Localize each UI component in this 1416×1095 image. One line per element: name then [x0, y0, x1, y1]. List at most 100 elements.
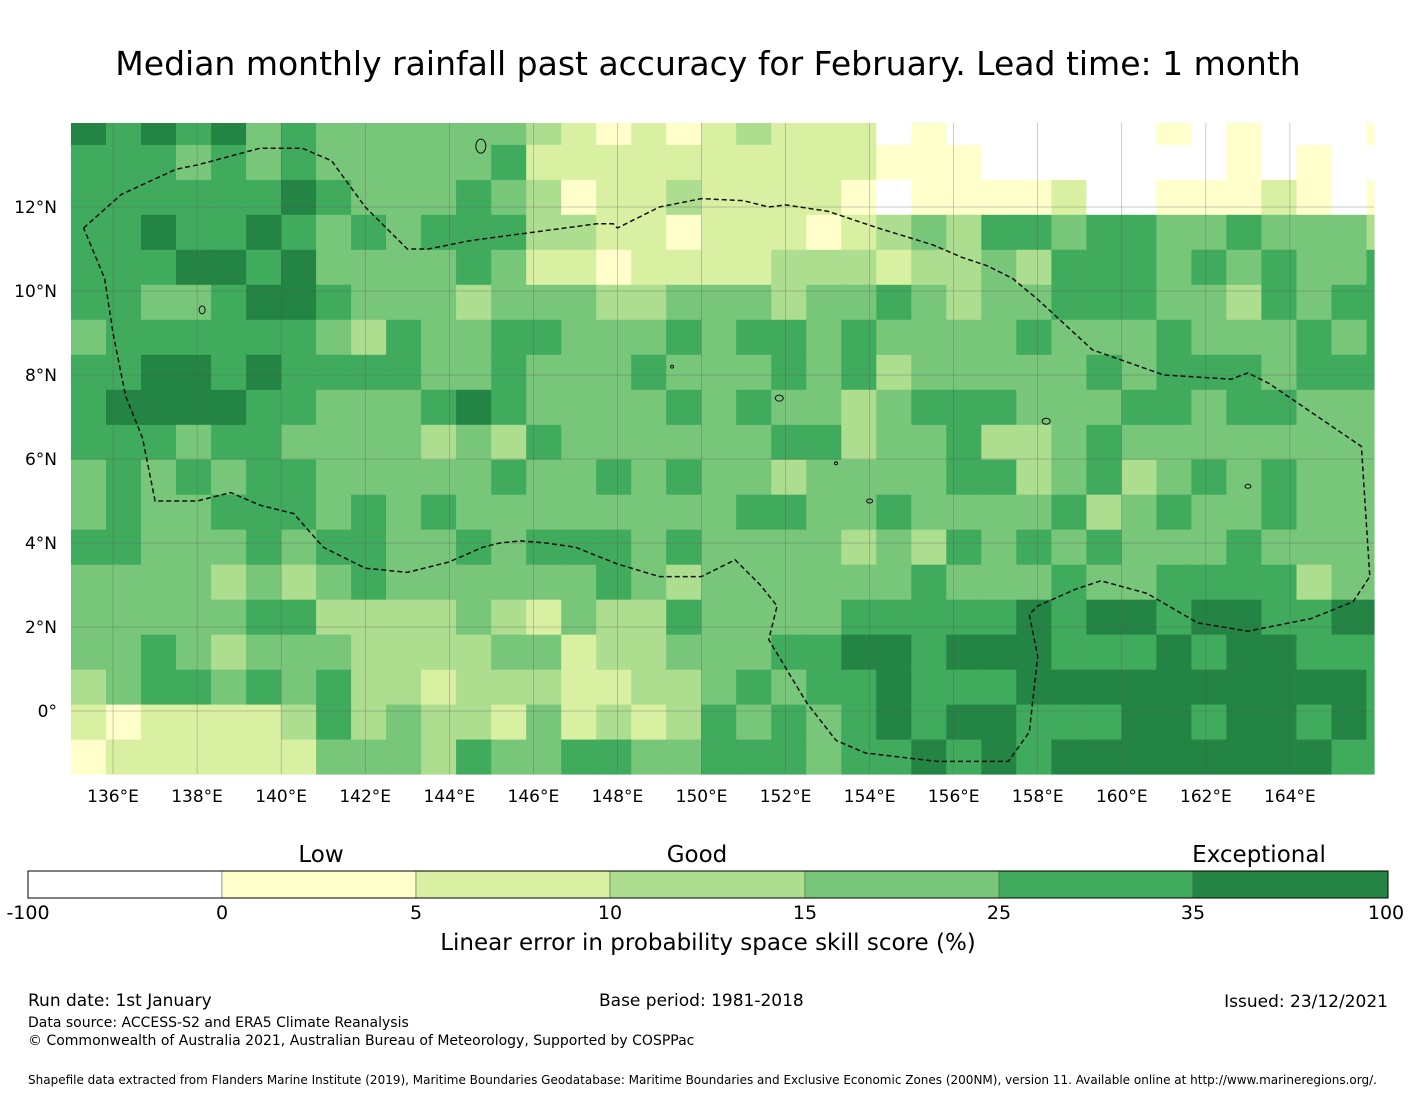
grid-cell — [1296, 704, 1333, 740]
grid-cell — [946, 424, 982, 460]
grid-cell — [1261, 459, 1297, 495]
grid-cell — [1331, 249, 1368, 285]
grid-cell — [1121, 599, 1157, 635]
grid-cell — [1191, 494, 1227, 530]
grid-cell — [806, 249, 842, 285]
grid-cell — [316, 123, 352, 145]
grid-cell — [701, 529, 737, 565]
grid-cell — [526, 179, 562, 215]
grid-cell — [281, 704, 317, 740]
grid-cell — [351, 214, 387, 250]
grid-cell — [806, 123, 842, 145]
grid-cell — [1156, 319, 1192, 355]
grid-cell — [1086, 249, 1122, 285]
grid-cell — [1156, 669, 1192, 705]
data-source: Data source: ACCESS-S2 and ERA5 Climate … — [28, 1015, 409, 1031]
grid-cell — [386, 179, 422, 215]
grid-cell — [456, 739, 492, 775]
grid-cell — [71, 424, 107, 460]
grid-cell — [806, 424, 842, 460]
grid-cell — [806, 354, 842, 390]
grid-cell — [981, 214, 1017, 250]
grid-cell — [561, 459, 597, 495]
grid-cell — [386, 529, 422, 565]
grid-cell — [736, 319, 772, 355]
grid-cell — [771, 424, 807, 460]
grid-cell — [876, 319, 912, 355]
grid-cell — [876, 704, 912, 740]
grid-cell — [526, 249, 562, 285]
grid-cell — [771, 214, 807, 250]
grid-cell — [771, 634, 807, 670]
grid-cell — [491, 389, 527, 425]
grid-cell — [351, 424, 387, 460]
latitude-label: 0° — [38, 702, 57, 722]
grid-cell — [316, 319, 352, 355]
grid-cell — [1156, 634, 1192, 670]
grid-cell — [211, 249, 247, 285]
grid-cell — [1156, 529, 1192, 565]
longitude-label: 136°E — [87, 787, 139, 807]
longitude-label: 150°E — [676, 787, 728, 807]
grid-cell — [1366, 214, 1375, 250]
grid-cell — [1051, 529, 1087, 565]
grid-cell — [806, 319, 842, 355]
grid-cell — [421, 529, 457, 565]
grid-cell — [806, 529, 842, 565]
grid-cell — [736, 634, 772, 670]
longitude-label: 154°E — [844, 787, 896, 807]
grid-cell — [1366, 319, 1375, 355]
grid-cell — [351, 249, 387, 285]
grid-cell — [561, 634, 597, 670]
grid-cell — [491, 284, 527, 320]
grid-cell — [736, 389, 772, 425]
grid-cell — [141, 354, 177, 390]
grid-cell — [561, 214, 597, 250]
grid-cell — [1156, 144, 1192, 180]
grid-cell — [946, 599, 982, 635]
grid-cell — [246, 529, 282, 565]
grid-cell — [246, 284, 282, 320]
grid-cell — [211, 179, 247, 215]
grid-cell — [246, 494, 282, 530]
grid-cell — [701, 669, 737, 705]
grid-cell — [386, 249, 422, 285]
grid-cell — [1261, 494, 1297, 530]
latitude-label: 10°N — [14, 282, 57, 302]
grid-cell — [526, 123, 562, 145]
grid-cell — [1296, 739, 1333, 775]
grid-cell — [316, 144, 352, 180]
grid-cell — [106, 284, 142, 320]
grid-cell — [316, 354, 352, 390]
grid-cell — [666, 354, 702, 390]
grid-cell — [316, 424, 352, 460]
grid-cell — [876, 144, 912, 180]
copyright: © Commonwealth of Australia 2021, Austra… — [28, 1033, 695, 1049]
grid-cell — [1121, 634, 1157, 670]
grid-cell — [596, 424, 632, 460]
grid-cell — [631, 459, 667, 495]
grid-cell — [911, 739, 947, 775]
grid-cell — [1016, 179, 1052, 215]
grid-cell — [1226, 529, 1262, 565]
colorbar-bin — [609, 870, 806, 899]
grid-cell — [946, 123, 982, 145]
grid-cell — [1051, 319, 1087, 355]
grid-cell — [1296, 529, 1333, 565]
grid-cell — [456, 123, 492, 145]
grid-cell — [876, 739, 912, 775]
grid-cell — [351, 179, 387, 215]
grid-cell — [246, 249, 282, 285]
grid-cell — [946, 214, 982, 250]
grid-cell — [1296, 123, 1333, 145]
grid-cell — [1296, 389, 1333, 425]
grid-cell — [106, 529, 142, 565]
grid-cell — [1261, 669, 1297, 705]
grid-cell — [316, 214, 352, 250]
grid-cell — [1051, 424, 1087, 460]
grid-cell — [736, 599, 772, 635]
grid-cell — [1051, 634, 1087, 670]
grid-cell — [1051, 284, 1087, 320]
grid-cell — [1331, 739, 1368, 775]
colorbar-bin — [998, 870, 1194, 899]
